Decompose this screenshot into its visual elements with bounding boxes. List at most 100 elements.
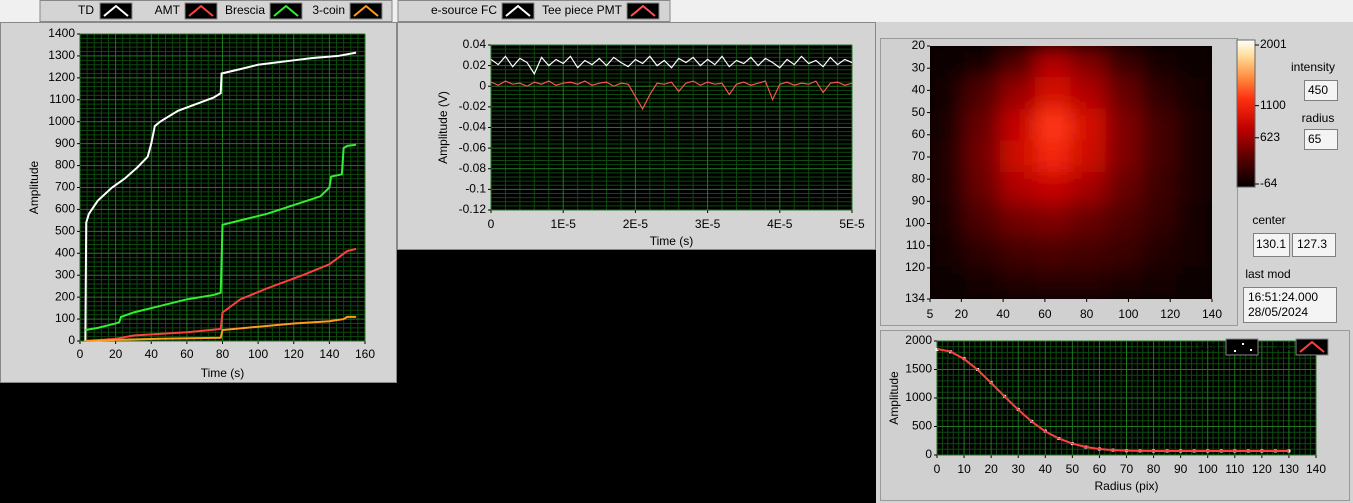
image-cell [1176, 203, 1212, 237]
legend-label: TD [78, 3, 94, 17]
y-tick-label: -0.02 [459, 99, 487, 113]
image-cells [930, 46, 1212, 299]
image-cell [1000, 77, 1037, 110]
image-cell [964, 266, 1001, 299]
y-tick-label: 40 [912, 83, 926, 97]
image-cell [930, 172, 966, 205]
color-bar [1236, 39, 1256, 188]
y-tick-label: 20 [912, 38, 926, 52]
x-tick-label: 1E-5 [551, 217, 577, 231]
x-tick-label: 4E-5 [767, 217, 793, 231]
x-tick-label: 100 [248, 347, 268, 361]
image-cell [964, 108, 1001, 142]
legend-icon [1295, 338, 1329, 356]
image-cell [1000, 203, 1037, 237]
timestamp-time: 16:51:24.000 [1248, 290, 1318, 304]
y-tick-label: 400 [55, 245, 75, 259]
x-tick-label: 100 [1118, 307, 1138, 321]
y-tick-label: 300 [55, 267, 75, 281]
y-tick-label: 1500 [905, 362, 932, 376]
indicator-value: 450 [1308, 83, 1328, 97]
image-cell [1035, 77, 1072, 110]
image-cell [1070, 140, 1107, 173]
image-cell [1176, 140, 1212, 173]
legend-icon [501, 2, 535, 20]
indicator-value: 65 [1308, 132, 1322, 146]
image-cell [1105, 235, 1142, 268]
indicator-label: last mod [1245, 267, 1290, 281]
y-tick-label: 100 [905, 216, 925, 230]
image-cell [1141, 235, 1178, 268]
y-tick-label: 500 [55, 224, 75, 238]
image-cell [1000, 46, 1037, 79]
x-tick-label: 70 [1120, 462, 1134, 476]
image-cell [1176, 108, 1212, 142]
image-cell [1105, 140, 1142, 173]
image-cell [1141, 172, 1178, 205]
x-tick-label: 40 [1039, 462, 1053, 476]
x-tick-label: 140 [319, 347, 339, 361]
image-cell [930, 203, 966, 237]
image-cell [1035, 203, 1072, 237]
image-cell [1000, 235, 1037, 268]
image-cell [964, 77, 1001, 110]
x-axis-label: Time (s) [650, 234, 694, 248]
x-tick-label: 3E-5 [695, 217, 721, 231]
y-tick-label: 700 [55, 180, 75, 194]
image-cell [1176, 46, 1212, 79]
x-tick-label: 40 [145, 347, 159, 361]
indicator-label: intensity [1291, 60, 1335, 74]
numeric-box[interactable] [1304, 80, 1338, 101]
indicator-label: radius [1302, 111, 1335, 125]
image-cell [930, 140, 966, 173]
y-tick-label: 0.04 [463, 37, 487, 51]
x-tick-label: 160 [355, 347, 375, 361]
legend-icon [1225, 338, 1259, 356]
colorbar-label: 2001 [1260, 37, 1287, 51]
image-cell [1000, 140, 1037, 173]
legend-label: Fit [1277, 339, 1291, 353]
numeric-box[interactable] [1304, 129, 1338, 150]
legend-icon [626, 2, 660, 20]
timestamp-box[interactable] [1243, 287, 1337, 323]
numeric-box[interactable] [1253, 233, 1290, 257]
legend-line [353, 4, 379, 17]
x-tick-label: 60 [1038, 307, 1052, 321]
image-cell [1070, 235, 1107, 268]
data-line [85, 247, 357, 342]
image-cell [1176, 172, 1212, 205]
legend-line [188, 4, 214, 17]
data-line [84, 51, 357, 342]
image-cell [1035, 108, 1072, 142]
image-cell [930, 46, 966, 79]
y-tick-label: 30 [912, 60, 926, 74]
image-cell [1141, 108, 1178, 142]
legend-marker [1250, 349, 1252, 351]
image-cell [1070, 172, 1107, 205]
image-cell [1035, 172, 1072, 205]
legend-label: Data [1193, 339, 1219, 353]
y-tick-label: 0 [925, 447, 932, 461]
legend-icon [99, 2, 133, 20]
image-cell [964, 140, 1001, 173]
x-tick-label: 0 [934, 462, 941, 476]
x-tick-label: 80 [1080, 307, 1094, 321]
image-cell [1141, 46, 1178, 79]
y-tick-label: 134 [905, 291, 925, 305]
y-tick-label: 100 [55, 311, 75, 325]
x-tick-label: 20 [109, 347, 123, 361]
x-tick-label: 0 [77, 347, 84, 361]
x-tick-label: 140 [1306, 462, 1326, 476]
image-cell [964, 235, 1001, 268]
x-tick-label: 80 [216, 347, 230, 361]
image-cell [1105, 46, 1142, 79]
image-cell [1000, 108, 1037, 142]
numeric-box[interactable] [1292, 233, 1336, 257]
legend-label: AMT [155, 3, 181, 17]
image-cell [1070, 77, 1107, 110]
y-tick-label: 1400 [48, 26, 75, 40]
y-tick-label: 120 [905, 260, 925, 274]
y-tick-label: 70 [912, 149, 926, 163]
y-tick-label: 2000 [905, 333, 932, 347]
